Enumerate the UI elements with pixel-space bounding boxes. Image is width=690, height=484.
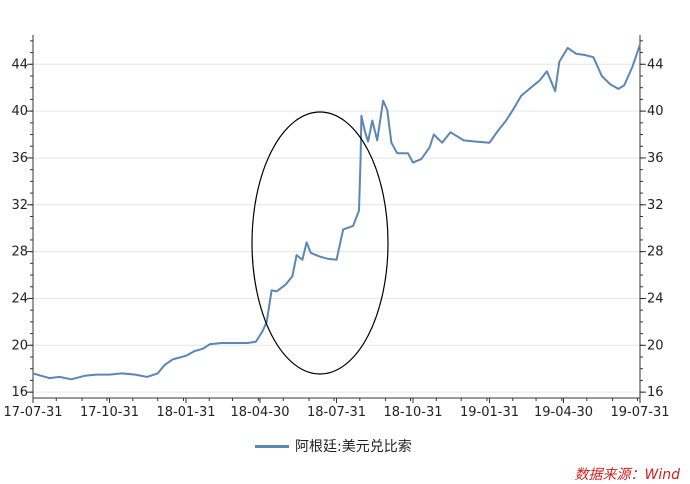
x-tick-label: 17-07-31	[3, 405, 62, 420]
y-tick-label-right: 24	[647, 291, 664, 306]
x-axis-ticks: 17-07-31 17-10-31 18-01-31 18-04-30 18-07-31…	[3, 398, 670, 420]
source-note: 数据来源：Wind	[574, 467, 681, 483]
highlight-ellipse	[251, 111, 389, 375]
y-tick-label-left: 16	[11, 385, 28, 400]
y-tick-label-right: 16	[647, 385, 664, 400]
y-tick-label-left: 28	[11, 245, 28, 260]
x-tick-label: 18-01-31	[156, 405, 215, 420]
y-tick-label-left: 32	[11, 198, 28, 213]
y-tick-label-right: 32	[647, 198, 664, 213]
axes	[32, 35, 641, 399]
y-tick-label-right: 36	[647, 151, 664, 166]
x-tick-label: 19-07-31	[610, 405, 669, 420]
line-chart: 17-07-31 17-10-31 18-01-31 18-04-30 18-07-31…	[3, 35, 670, 420]
y-tick-label-right: 44	[647, 57, 664, 72]
x-tick-label: 18-04-30	[230, 405, 289, 420]
x-tick-label: 19-01-31	[460, 405, 519, 420]
legend: 阿根廷:美元兑比索	[255, 436, 412, 456]
y-tick-label-left: 44	[11, 57, 28, 72]
y-tick-label-left: 36	[11, 151, 28, 166]
y-tick-label-left: 40	[11, 104, 28, 119]
series-layer	[32, 44, 641, 381]
gridlines	[33, 63, 640, 393]
x-tick-label: 19-04-30	[534, 405, 593, 420]
y-tick-label-right: 40	[647, 104, 664, 119]
y-axis-left-ticks: 16 20 24 28 32 36 40 44	[11, 40, 33, 400]
x-tick-label: 17-10-31	[80, 405, 139, 420]
x-tick-label: 18-07-31	[307, 405, 366, 420]
y-axis-right-ticks: 16 20 24 28 32 36 40 44	[640, 40, 664, 400]
y-tick-label-left: 24	[11, 291, 28, 306]
y-tick-label-right: 28	[647, 245, 664, 260]
x-tick-label: 18-10-31	[383, 405, 442, 420]
y-tick-label-left: 20	[11, 338, 28, 353]
series-line	[32, 44, 641, 381]
legend-label: 阿根廷:美元兑比索	[295, 439, 412, 455]
legend-swatch	[255, 444, 289, 448]
y-tick-label-right: 20	[647, 338, 664, 353]
